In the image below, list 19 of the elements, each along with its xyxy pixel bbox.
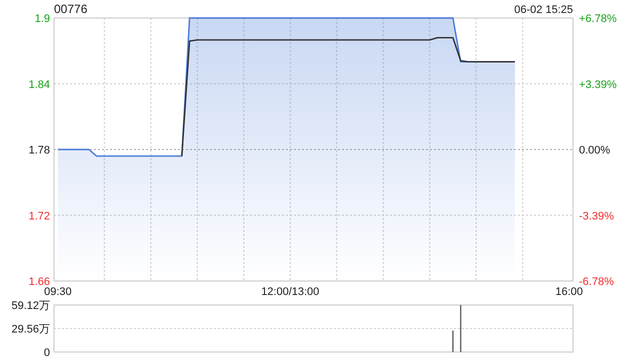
y-tick-label: 0 [44, 347, 50, 359]
line-series [181, 37, 516, 157]
y2-tick-label: -6.78% [579, 276, 614, 288]
x-tick-label: 09:30 [44, 286, 72, 298]
y-tick-label: 1.66 [28, 276, 50, 288]
chart-title: 00776 [54, 2, 88, 16]
y-tick-label: 1.9 [34, 13, 50, 25]
y-tick-label: 1.72 [28, 210, 50, 222]
x-tick-label: 12:00/13:00 [261, 286, 320, 298]
chart-subtitle: 06-02 15:25 [514, 4, 573, 16]
y-tick-label: 59.12万 [11, 300, 50, 312]
y2-tick-label: +3.39% [579, 78, 617, 91]
y-tick-label: 1.84 [28, 78, 50, 91]
y2-tick-label: +6.78% [579, 13, 617, 25]
y2-tick-label: -3.39% [579, 210, 614, 222]
y-tick-label: 29.56万 [11, 324, 50, 336]
x-tick-label: 16:00 [555, 286, 583, 298]
y2-tick-label: 0.00% [579, 144, 610, 156]
y-tick-label: 1.78 [28, 144, 50, 156]
